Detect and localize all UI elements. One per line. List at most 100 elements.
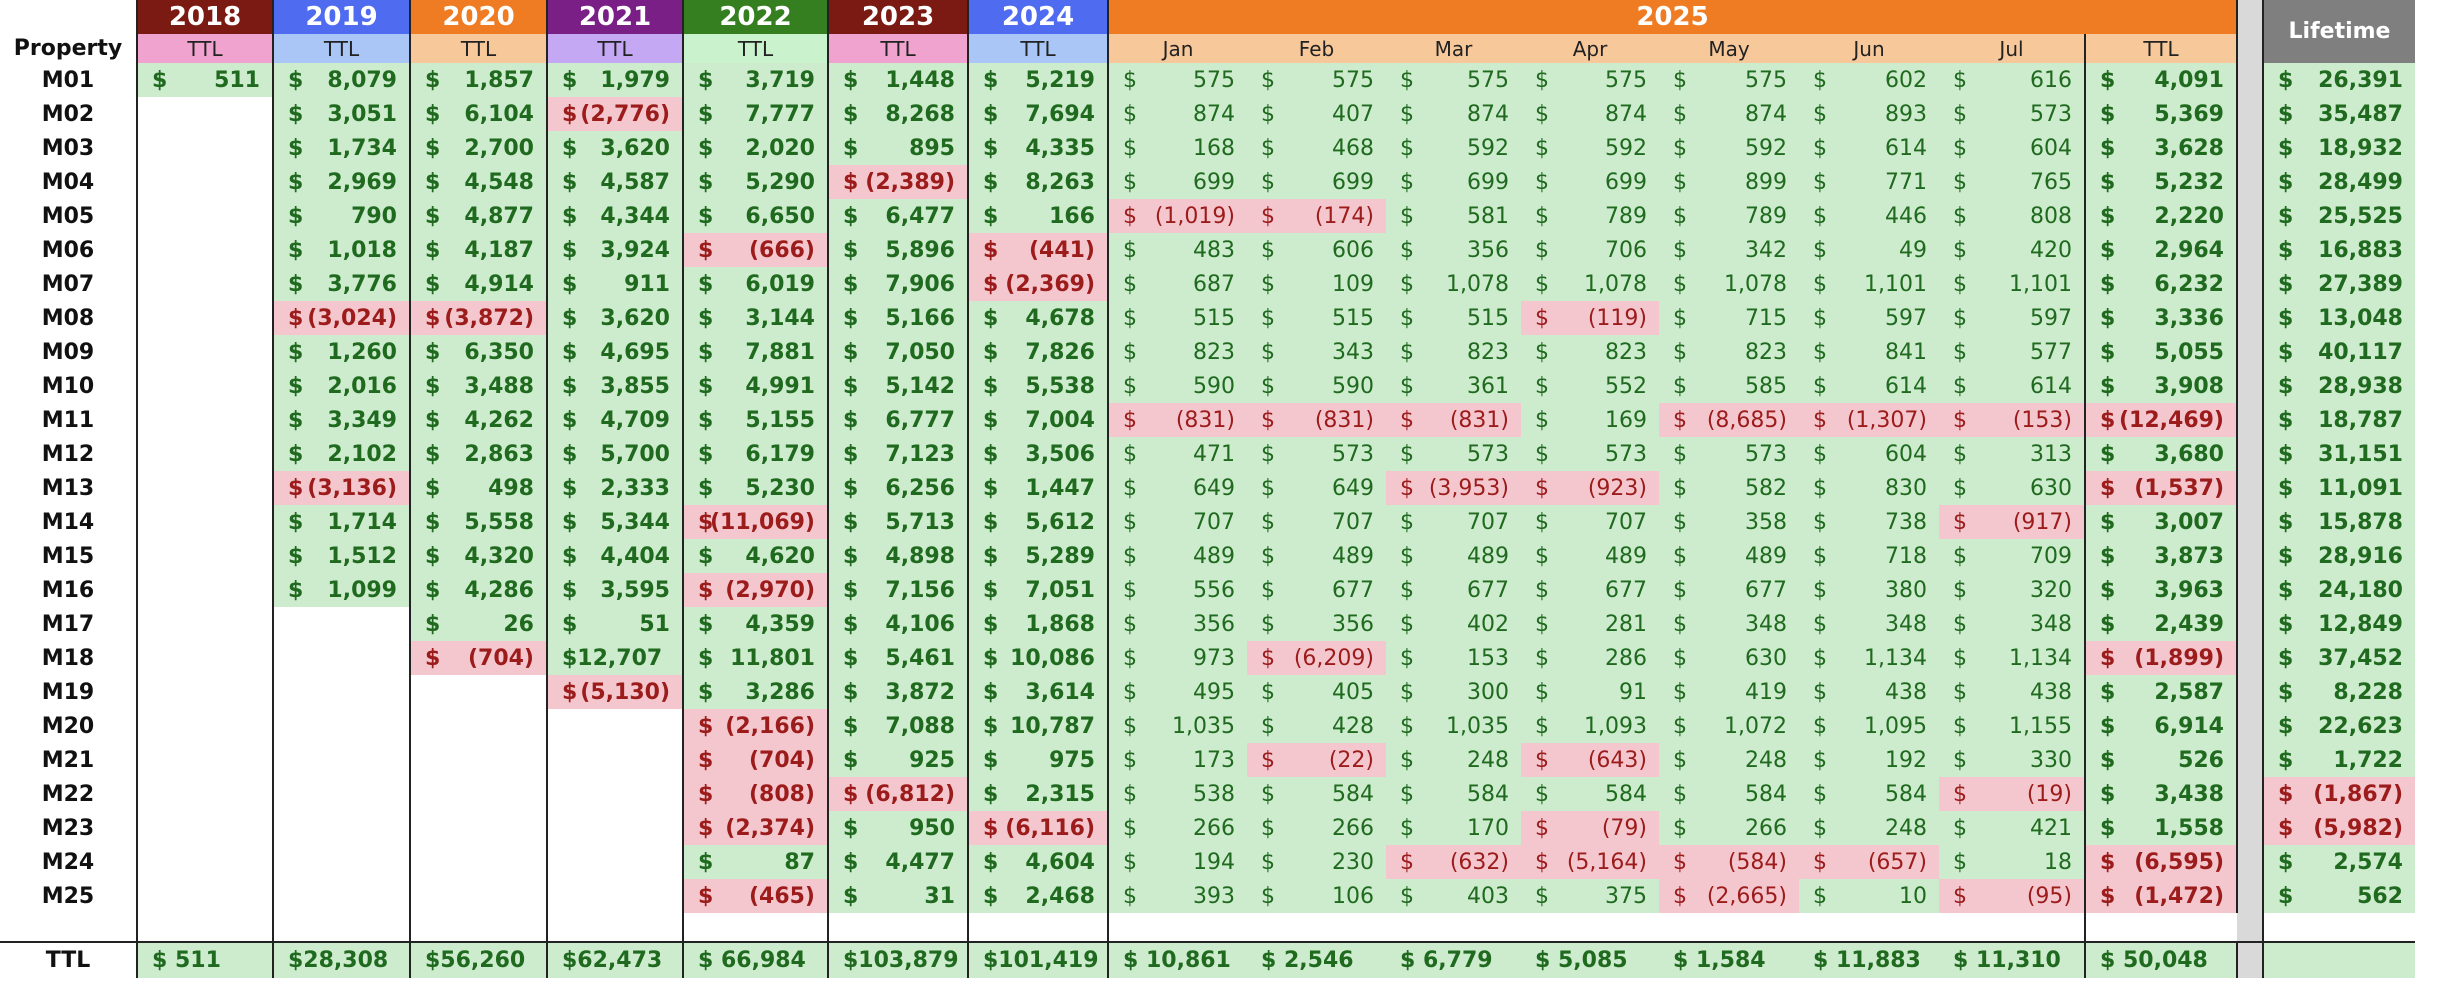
- value-cell[interactable]: $356: [1386, 233, 1521, 267]
- property-name-m03[interactable]: M03: [0, 131, 137, 165]
- value-cell[interactable]: $51: [546, 607, 683, 641]
- value-cell[interactable]: $489: [1521, 539, 1659, 573]
- value-cell[interactable]: $ (465): [682, 879, 828, 913]
- value-cell[interactable]: $87: [682, 845, 828, 879]
- blank-cell[interactable]: [1939, 913, 2085, 942]
- value-cell[interactable]: [136, 879, 273, 913]
- value-cell[interactable]: $2,102: [272, 437, 410, 471]
- value-cell[interactable]: $2,964: [2084, 233, 2237, 267]
- value-cell[interactable]: $1,072: [1659, 709, 1799, 743]
- property-name-m13[interactable]: M13: [0, 471, 137, 505]
- value-cell[interactable]: $192: [1799, 743, 1939, 777]
- value-cell[interactable]: [136, 437, 273, 471]
- value-cell[interactable]: $590: [1107, 369, 1247, 403]
- value-cell[interactable]: $ (1,899): [2084, 641, 2237, 675]
- value-cell[interactable]: $709: [1939, 539, 2085, 573]
- value-cell[interactable]: $194: [1107, 845, 1247, 879]
- value-cell[interactable]: $13,048: [2262, 301, 2415, 335]
- value-cell[interactable]: [409, 743, 547, 777]
- value-cell[interactable]: $358: [1659, 505, 1799, 539]
- value-cell[interactable]: $874: [1521, 97, 1659, 131]
- value-cell[interactable]: $1,078: [1659, 267, 1799, 301]
- value-cell[interactable]: $5,369: [2084, 97, 2237, 131]
- value-cell[interactable]: $5,155: [682, 403, 828, 437]
- value-cell[interactable]: $3,488: [409, 369, 547, 403]
- value-cell[interactable]: $ (666): [682, 233, 828, 267]
- value-cell[interactable]: $6,914: [2084, 709, 2237, 743]
- value-cell[interactable]: $3,595: [546, 573, 683, 607]
- value-cell[interactable]: $8,228: [2262, 675, 2415, 709]
- value-cell[interactable]: $1,155: [1939, 709, 2085, 743]
- value-cell[interactable]: $5,055: [2084, 335, 2237, 369]
- value-cell[interactable]: $677: [1659, 573, 1799, 607]
- value-cell[interactable]: $468: [1247, 131, 1386, 165]
- value-cell[interactable]: $597: [1799, 301, 1939, 335]
- value-cell[interactable]: $8,263: [967, 165, 1108, 199]
- value-cell[interactable]: $1,448: [827, 63, 968, 97]
- value-cell[interactable]: $3,855: [546, 369, 683, 403]
- value-cell[interactable]: $606: [1247, 233, 1386, 267]
- value-cell[interactable]: $3,873: [2084, 539, 2237, 573]
- value-cell[interactable]: $4,678: [967, 301, 1108, 335]
- value-cell[interactable]: $699: [1386, 165, 1521, 199]
- value-cell[interactable]: $5,700: [546, 437, 683, 471]
- value-cell[interactable]: $3,506: [967, 437, 1108, 471]
- value-cell[interactable]: $5,713: [827, 505, 968, 539]
- value-cell[interactable]: $2,439: [2084, 607, 2237, 641]
- value-cell[interactable]: $4,404: [546, 539, 683, 573]
- total-value-cell[interactable]: $ 66,984: [682, 941, 828, 978]
- total-label[interactable]: TTL: [0, 941, 137, 978]
- value-cell[interactable]: $ (643): [1521, 743, 1659, 777]
- value-cell[interactable]: $562: [2262, 879, 2415, 913]
- value-cell[interactable]: $552: [1521, 369, 1659, 403]
- value-cell[interactable]: $8,079: [272, 63, 410, 97]
- value-cell[interactable]: $489: [1659, 539, 1799, 573]
- blank-cell[interactable]: [2084, 913, 2237, 942]
- blank-cell[interactable]: [0, 913, 137, 942]
- value-cell[interactable]: $ (704): [682, 743, 828, 777]
- value-cell[interactable]: $5,896: [827, 233, 968, 267]
- value-cell[interactable]: [136, 607, 273, 641]
- total-value-cell[interactable]: $ 10,861: [1107, 941, 1247, 978]
- value-cell[interactable]: $1,093: [1521, 709, 1659, 743]
- value-cell[interactable]: $168: [1107, 131, 1247, 165]
- property-name-m18[interactable]: M18: [0, 641, 137, 675]
- value-cell[interactable]: $1,260: [272, 335, 410, 369]
- value-cell[interactable]: $7,881: [682, 335, 828, 369]
- value-cell[interactable]: $ (831): [1107, 403, 1247, 437]
- total-value-cell[interactable]: $ 11,883: [1799, 941, 1939, 978]
- property-name-m21[interactable]: M21: [0, 743, 137, 777]
- value-cell[interactable]: $106: [1247, 879, 1386, 913]
- value-cell[interactable]: [136, 471, 273, 505]
- value-cell[interactable]: $573: [1386, 437, 1521, 471]
- value-cell[interactable]: $ (923): [1521, 471, 1659, 505]
- value-cell[interactable]: [136, 573, 273, 607]
- value-cell[interactable]: $ (831): [1386, 403, 1521, 437]
- value-cell[interactable]: $37,452: [2262, 641, 2415, 675]
- value-cell[interactable]: [272, 879, 410, 913]
- value-cell[interactable]: $ (79): [1521, 811, 1659, 845]
- value-cell[interactable]: [136, 675, 273, 709]
- year-header-2020[interactable]: 2020: [409, 0, 547, 34]
- property-name-m04[interactable]: M04: [0, 165, 137, 199]
- property-name-m16[interactable]: M16: [0, 573, 137, 607]
- property-name-m11[interactable]: M11: [0, 403, 137, 437]
- value-cell[interactable]: $22,623: [2262, 709, 2415, 743]
- value-cell[interactable]: [546, 709, 683, 743]
- value-cell[interactable]: $4,344: [546, 199, 683, 233]
- value-cell[interactable]: $3,908: [2084, 369, 2237, 403]
- value-cell[interactable]: $248: [1799, 811, 1939, 845]
- value-cell[interactable]: [272, 641, 410, 675]
- value-cell[interactable]: $6,477: [827, 199, 968, 233]
- value-cell[interactable]: $356: [1247, 607, 1386, 641]
- value-cell[interactable]: $166: [967, 199, 1108, 233]
- value-cell[interactable]: $1,078: [1386, 267, 1521, 301]
- value-cell[interactable]: $3,007: [2084, 505, 2237, 539]
- value-cell[interactable]: $2,863: [409, 437, 547, 471]
- value-cell[interactable]: $ (2,776): [546, 97, 683, 131]
- value-cell[interactable]: $ (5,982): [2262, 811, 2415, 845]
- value-cell[interactable]: $4,187: [409, 233, 547, 267]
- value-cell[interactable]: $342: [1659, 233, 1799, 267]
- value-cell[interactable]: $575: [1386, 63, 1521, 97]
- value-cell[interactable]: $ (1,472): [2084, 879, 2237, 913]
